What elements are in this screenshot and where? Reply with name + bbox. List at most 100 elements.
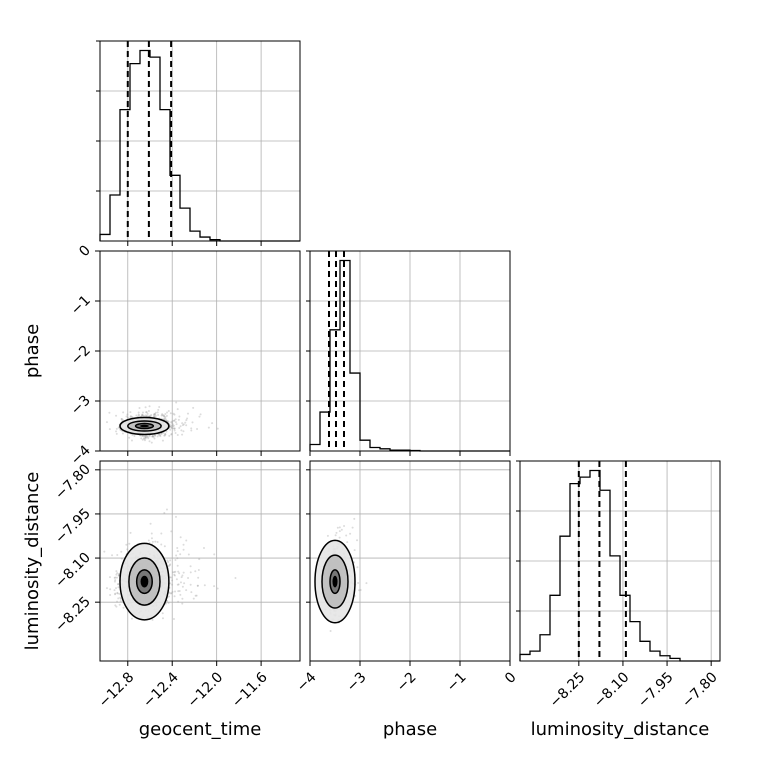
- pair-geocent_time-luminosity_distance-sample: [182, 571, 185, 574]
- pair-geocent_time-phase-sample: [153, 434, 156, 437]
- pair-geocent_time-luminosity_distance-sample: [115, 576, 118, 579]
- pair-geocent_time-luminosity_distance-sample: [194, 570, 197, 573]
- pair-phase-luminosity_distance-sample: [338, 526, 341, 529]
- pair-geocent_time-phase-sample: [156, 411, 159, 414]
- pair-geocent_time-luminosity_distance-sample: [177, 600, 180, 603]
- pair-geocent_time-luminosity_distance-sample: [177, 570, 180, 573]
- pair-geocent_time-phase-sample: [171, 422, 174, 425]
- pair-geocent_time-phase-sample: [144, 436, 147, 439]
- pair-geocent_time-phase-sample: [164, 433, 167, 436]
- pair-geocent_time-phase-sample: [145, 411, 148, 414]
- xtick-label-phase-0: −4: [294, 669, 320, 695]
- pair-geocent_time-luminosity_distance-sample: [234, 577, 237, 580]
- pair-geocent_time-luminosity_distance-sample: [181, 602, 184, 605]
- pair-phase-luminosity_distance-sample: [365, 582, 368, 585]
- pair-phase-luminosity_distance-sample: [345, 534, 348, 537]
- pair-geocent_time-phase-sample: [198, 415, 201, 418]
- pair-phase-luminosity_distance-contour-2: [329, 569, 341, 595]
- ytick-label-luminosity_distance-1: −7.95: [52, 505, 94, 547]
- pair-geocent_time-phase-sample: [140, 414, 143, 417]
- pair-geocent_time-phase-sample: [145, 414, 148, 417]
- pair-geocent_time-phase-sample: [164, 418, 167, 421]
- pair-geocent_time-luminosity_distance-sample: [119, 600, 122, 603]
- ytick-label-phase-1: −1: [68, 293, 94, 319]
- pair-geocent_time-phase-sample: [164, 412, 167, 415]
- ytick-label-phase-2: −2: [68, 343, 94, 369]
- pair-geocent_time-phase-sample: [147, 409, 150, 412]
- pair-phase-luminosity_distance-sample: [336, 526, 339, 529]
- pair-geocent_time-luminosity_distance-sample: [120, 550, 123, 553]
- pair-geocent_time-phase-sample: [173, 419, 176, 422]
- ytick-label-luminosity_distance-2: −8.10: [52, 550, 94, 592]
- pair-geocent_time-phase-sample: [172, 424, 175, 427]
- pair-geocent_time-phase-sample: [143, 437, 146, 440]
- pair-geocent_time-luminosity_distance-sample: [170, 592, 173, 595]
- pair-geocent_time-luminosity_distance-sample: [179, 593, 182, 596]
- pair-geocent_time-luminosity_distance-sample: [185, 539, 188, 542]
- pair-geocent_time-luminosity_distance-sample: [114, 604, 117, 607]
- pair-geocent_time-luminosity_distance-sample: [115, 570, 118, 573]
- pair-geocent_time-phase-sample: [115, 432, 118, 435]
- pair-geocent_time-luminosity_distance-sample: [114, 576, 117, 579]
- pair-geocent_time-phase-sample: [171, 421, 174, 424]
- pair-geocent_time-luminosity_distance-sample: [176, 557, 179, 560]
- pair-geocent_time-luminosity_distance-sample: [116, 591, 119, 594]
- pair-phase-luminosity_distance-sample: [353, 517, 356, 520]
- pair-geocent_time-phase-sample: [154, 414, 157, 417]
- pair-geocent_time-phase-sample: [152, 413, 155, 416]
- pair-geocent_time-phase-sample: [175, 423, 178, 426]
- pair-geocent_time-phase-sample: [171, 425, 174, 428]
- ytick-label-luminosity_distance-3: −8.25: [52, 594, 94, 636]
- pair-geocent_time-luminosity_distance-sample: [150, 532, 153, 535]
- pair-geocent_time-phase-sample: [173, 427, 176, 430]
- grid-layer: [100, 41, 720, 661]
- pair-phase-luminosity_distance-sample: [359, 588, 362, 591]
- pair-geocent_time-luminosity_distance-frame: [99, 460, 301, 662]
- pair-geocent_time-luminosity_distance-sample: [119, 597, 122, 600]
- pair-geocent_time-phase-sample: [121, 432, 124, 435]
- pair-geocent_time-phase-sample: [105, 421, 108, 424]
- pair-phase-luminosity_distance-sample: [346, 541, 349, 544]
- pair-geocent_time-luminosity_distance-sample: [216, 587, 219, 590]
- pair-geocent_time-luminosity_distance-sample: [128, 542, 131, 545]
- pair-phase-luminosity_distance-sample: [338, 530, 341, 533]
- pair-geocent_time-phase-sample: [173, 419, 176, 422]
- pair-geocent_time-luminosity_distance-sample: [179, 553, 182, 556]
- pair-geocent_time-phase-sample: [149, 415, 152, 418]
- pair-geocent_time-luminosity_distance-sample: [117, 573, 120, 576]
- pair-geocent_time-phase-sample: [199, 413, 202, 416]
- pair-geocent_time-luminosity_distance-sample: [151, 618, 154, 621]
- histogram-geocent_time: [99, 49, 300, 242]
- pair-geocent_time-phase-sample: [173, 413, 176, 416]
- pair-geocent_time-phase-sample: [141, 414, 144, 417]
- pair-geocent_time-luminosity_distance-sample: [177, 590, 180, 593]
- pair-geocent_time-phase-sample: [168, 434, 171, 437]
- pair-geocent_time-phase-sample: [147, 437, 150, 440]
- pair-geocent_time-phase-sample: [121, 418, 124, 421]
- pair-geocent_time-phase-sample: [141, 435, 144, 438]
- pair-geocent_time-luminosity_distance-sample: [176, 546, 179, 549]
- pair-geocent_time-phase-sample: [182, 430, 185, 433]
- pair-geocent_time-luminosity_distance-sample: [114, 593, 117, 596]
- pair-geocent_time-luminosity_distance-sample: [187, 577, 190, 580]
- pair-geocent_time-phase-sample: [133, 434, 136, 437]
- pair-phase-luminosity_distance-sample: [351, 526, 354, 529]
- pair-geocent_time-luminosity_distance-sample: [160, 543, 163, 546]
- pair-geocent_time-luminosity_distance-sample: [198, 558, 201, 561]
- pair-geocent_time-luminosity_distance-sample: [180, 576, 183, 579]
- pair-geocent_time-luminosity_distance-sample: [125, 543, 128, 546]
- pair-geocent_time-phase-sample: [152, 434, 155, 437]
- pair-geocent_time-luminosity_distance-sample: [187, 553, 190, 556]
- xtick-label-phase-1: −3: [344, 669, 370, 695]
- pair-geocent_time-phase-sample: [153, 413, 156, 416]
- pair-geocent_time-luminosity_distance-sample: [117, 586, 120, 589]
- pair-geocent_time-phase-sample: [172, 412, 175, 415]
- pair-geocent_time-phase-sample: [177, 418, 180, 421]
- pair-geocent_time-luminosity_distance-sample: [117, 597, 120, 600]
- pair-geocent_time-phase-sample: [144, 436, 147, 439]
- pair-geocent_time-phase-sample: [163, 415, 166, 418]
- pair-geocent_time-phase-sample: [129, 411, 132, 414]
- pair-phase-luminosity_distance-sample: [334, 534, 337, 537]
- pair-geocent_time-phase-sample: [108, 411, 111, 414]
- pair-geocent_time-phase-sample: [174, 432, 177, 435]
